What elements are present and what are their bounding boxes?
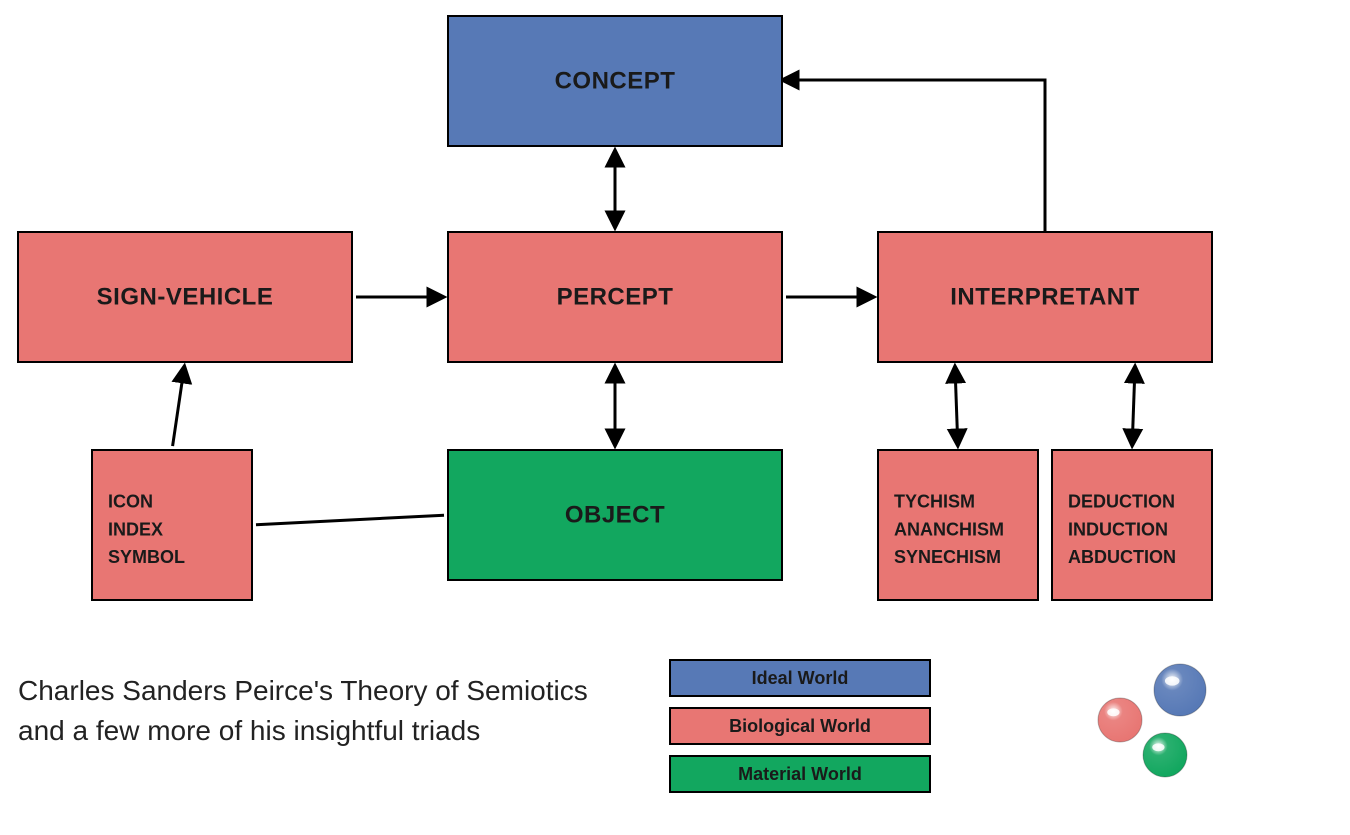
- node-line: TYCHISM: [894, 491, 975, 511]
- caption-line: Charles Sanders Peirce's Theory of Semio…: [18, 675, 588, 706]
- node-line: ANANCHISM: [894, 519, 1004, 539]
- iconbox-to-sign: [173, 366, 185, 446]
- interpretant-tychism: [955, 366, 958, 446]
- caption: Charles Sanders Peirce's Theory of Semio…: [18, 675, 588, 746]
- legend: Ideal World Biological World Material Worl…: [670, 660, 930, 792]
- node-line: INDEX: [108, 519, 163, 539]
- node-line: DEDUCTION: [1068, 491, 1175, 511]
- node-label: PERCEPT: [557, 284, 674, 311]
- node-label: SIGN-VEHICLE: [97, 284, 274, 311]
- node-tychism: TYCHISM ANANCHISM SYNECHISM: [878, 450, 1038, 600]
- nodes: CONCEPT SIGN-VEHICLE PERCEPT INTERPRETANT IC…: [18, 16, 1212, 600]
- node-icon-index-symbol: ICON INDEX SYMBOL: [92, 450, 252, 600]
- node-line: INDUCTION: [1068, 519, 1168, 539]
- sphere-blue: [1154, 664, 1206, 716]
- node-line: ABDUCTION: [1068, 547, 1176, 567]
- node-sign-vehicle: SIGN-VEHICLE: [18, 232, 352, 362]
- interpretant-deduction: [1132, 366, 1135, 446]
- sphere-red: [1098, 698, 1142, 742]
- legend-label: Ideal World: [752, 668, 849, 688]
- interpretant-to-concept: [782, 80, 1045, 232]
- legend-label: Material World: [738, 764, 862, 784]
- node-line: SYMBOL: [108, 547, 185, 567]
- sphere-green: [1143, 733, 1187, 777]
- node-line: ICON: [108, 491, 153, 511]
- iconbox-to-object: [256, 515, 444, 525]
- node-concept: CONCEPT: [448, 16, 782, 146]
- node-label: INTERPRETANT: [950, 284, 1140, 311]
- node-label: OBJECT: [565, 502, 665, 529]
- caption-line: and a few more of his insightful triads: [18, 715, 480, 746]
- node-line: SYNECHISM: [894, 547, 1001, 567]
- node-label: CONCEPT: [555, 68, 676, 95]
- spheres-icon: [1098, 664, 1206, 777]
- node-object: OBJECT: [448, 450, 782, 580]
- legend-label: Biological World: [729, 716, 871, 736]
- node-interpretant: INTERPRETANT: [878, 232, 1212, 362]
- node-percept: PERCEPT: [448, 232, 782, 362]
- node-deduction: DEDUCTION INDUCTION ABDUCTION: [1052, 450, 1212, 600]
